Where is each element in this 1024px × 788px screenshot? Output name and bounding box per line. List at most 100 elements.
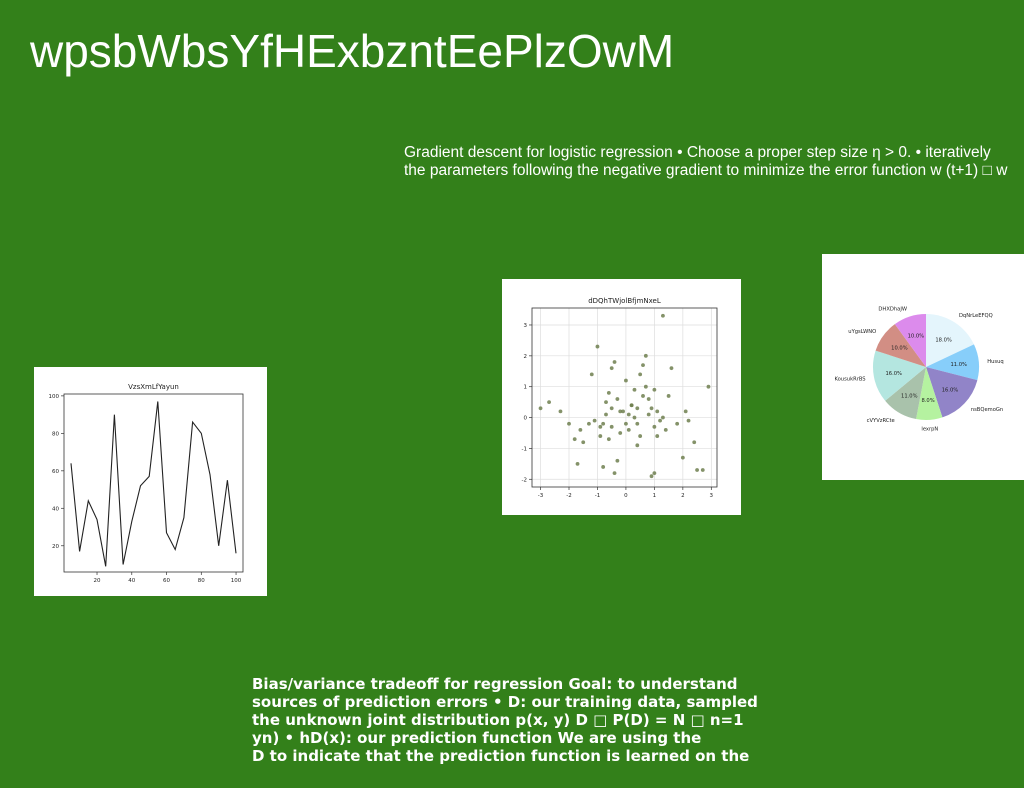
scatter-point xyxy=(695,468,699,472)
scatter-point xyxy=(652,387,657,392)
pie-category-label: KousukRrBS xyxy=(834,377,865,383)
y-tick-label: 80 xyxy=(52,431,59,437)
y-tick-label: -2 xyxy=(522,477,527,483)
scatter-point xyxy=(624,421,628,426)
pie-slice xyxy=(872,350,926,401)
y-tick-label: 60 xyxy=(52,469,59,475)
scatter-point xyxy=(641,394,645,398)
page-title: wpsbWbsYfHExbzntEePlzOwM xyxy=(30,25,675,77)
x-tick-label: 100 xyxy=(231,578,242,584)
scatter-point xyxy=(621,409,625,414)
y-tick-label: 0 xyxy=(524,416,528,422)
x-tick-label: 0 xyxy=(624,493,628,499)
scatter-point xyxy=(700,468,705,472)
x-tick-label: 80 xyxy=(198,578,205,584)
scatter-point xyxy=(618,431,623,435)
scatter-point xyxy=(655,409,660,414)
scatter-point xyxy=(635,406,640,411)
scatter-point xyxy=(547,400,551,405)
scatter-point xyxy=(666,394,671,398)
chart-title: dDQhTWjolBfjmNxeL xyxy=(588,297,661,305)
scatter-point xyxy=(686,418,691,423)
pie-slice xyxy=(875,324,926,367)
scatter-point xyxy=(618,409,623,414)
y-tick-label: -1 xyxy=(522,446,527,452)
y-tick-label: 2 xyxy=(524,354,528,360)
scatter-point xyxy=(692,440,697,445)
pie-percent-label: 16.0% xyxy=(942,387,959,393)
x-tick-label: -3 xyxy=(538,493,544,499)
scatter-point xyxy=(626,412,631,417)
text-line: Gradient descent for logistic regression… xyxy=(404,144,991,161)
scatter-point xyxy=(601,465,606,469)
pie-category-label: DHXDhaJW xyxy=(878,307,907,313)
text-block-gradient-descent: Gradient descent for logistic regression… xyxy=(404,144,1024,180)
scatter-point xyxy=(598,424,603,429)
pie-category-label: Husuq xyxy=(987,359,1003,365)
pie-percent-label: 10.0% xyxy=(908,334,925,340)
text-line: sources of prediction errors • D: our tr… xyxy=(252,693,758,711)
text-line: yn) • hD(x): our prediction function We … xyxy=(252,729,702,747)
text-line: the parameters following the negative gr… xyxy=(404,162,1008,179)
scatter-point xyxy=(615,458,620,463)
scatter-point xyxy=(572,437,577,442)
pie-percent-label: 8.0% xyxy=(921,398,934,404)
scatter-point xyxy=(601,421,606,426)
scatter-point xyxy=(595,344,600,349)
scatter-chart-figure: -3 -2 -1 0 1 2 3 -2 -1 0 1 2 3 dDQhTWjolBfjmNxeL xyxy=(502,279,741,515)
pie-percent-label: 18.0% xyxy=(935,337,952,343)
scatter-point xyxy=(598,434,603,438)
scatter-point xyxy=(683,409,688,414)
scatter-point xyxy=(589,372,594,377)
scatter-point xyxy=(649,474,654,479)
pie-percent-label: 11.0% xyxy=(950,362,967,368)
pie-category-label: cVYVzRCte xyxy=(867,418,895,424)
scatter-point xyxy=(609,366,614,371)
scatter-point xyxy=(638,434,643,438)
scatter-point xyxy=(706,384,711,389)
scatter-point xyxy=(641,363,645,367)
scatter-point xyxy=(661,313,665,318)
pie-slice xyxy=(885,367,926,420)
pie-slice xyxy=(926,367,978,418)
scatter-point xyxy=(632,415,637,420)
pie-percent-label: 16.0% xyxy=(885,371,902,377)
scatter-point xyxy=(626,428,631,432)
x-tick-label: 40 xyxy=(128,578,135,584)
scatter-point xyxy=(558,409,563,414)
scatter-point xyxy=(629,403,634,408)
x-tick-label: -1 xyxy=(595,493,600,499)
text-line: the unknown joint distribution p(x, y) D… xyxy=(252,711,744,729)
x-tick-label: 20 xyxy=(94,578,101,584)
scatter-chart: -3 -2 -1 0 1 2 3 -2 -1 0 1 2 3 dDQhTWjolBfjmNxeL xyxy=(522,297,718,499)
scatter-point xyxy=(592,418,597,423)
scatter-point xyxy=(587,421,591,426)
pie-percent-label: 11.0% xyxy=(901,393,918,399)
scatter-point xyxy=(612,471,617,476)
scatter-point xyxy=(638,372,643,377)
scatter-point xyxy=(632,387,637,392)
pie-slice xyxy=(916,367,943,421)
x-tick-label: 1 xyxy=(653,493,657,499)
text-line: D to indicate that the prediction functi… xyxy=(252,747,750,765)
scatter-point xyxy=(675,421,680,426)
pie-category-label: DqNrLeEFQQ xyxy=(959,313,993,319)
pie-category-label: nsBQemoGn xyxy=(971,407,1003,413)
y-tick-label: 40 xyxy=(52,506,59,512)
pie-slice xyxy=(926,344,979,381)
pie-chart-figure: 18.0% DqNrLeEFQQ 11.0% Husuq 16.0% nsBQemoGn 8… xyxy=(822,254,1024,480)
line-chart-figure: 20 40 60 80 100 20 40 60 80 100 VzsXmLfYayun xyxy=(34,367,267,596)
scatter-point xyxy=(575,461,580,466)
scatter-point xyxy=(655,434,660,438)
scatter-point xyxy=(652,424,657,429)
x-tick-label: 3 xyxy=(710,493,714,499)
plot-frame xyxy=(531,307,718,488)
pie-chart: 18.0% DqNrLeEFQQ 11.0% Husuq 16.0% nsBQemoGn 8… xyxy=(834,307,1003,433)
y-tick-label: 20 xyxy=(52,544,59,550)
x-tick-label: -2 xyxy=(566,493,571,499)
scatter-point xyxy=(609,406,614,411)
scatter-point xyxy=(635,443,640,448)
x-tick-label: 2 xyxy=(681,493,685,499)
text-block-bias-variance: Bias/variance tradeoff for regression Go… xyxy=(252,675,812,765)
scatter-point xyxy=(680,455,685,460)
